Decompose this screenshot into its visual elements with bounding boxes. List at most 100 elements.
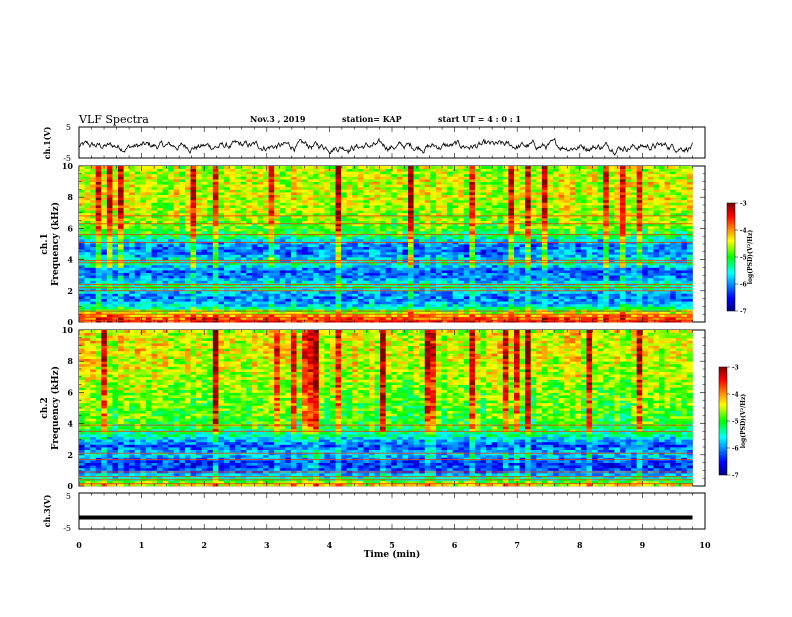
spectrogram-cell	[224, 171, 230, 174]
spectrogram-cell	[475, 249, 481, 252]
spectrogram-cell	[397, 171, 403, 174]
spectrogram-cell	[375, 176, 381, 179]
spectrogram-cell	[85, 252, 91, 255]
spectrogram-cell	[241, 189, 247, 192]
spectrogram-cell	[525, 293, 531, 296]
spectrogram-cell	[458, 179, 464, 182]
spectrogram-cell	[85, 171, 91, 174]
spectrogram-cell	[252, 179, 258, 182]
spectrogram-cell	[269, 176, 275, 179]
spectrogram-cell	[252, 189, 258, 192]
spectrogram-cell	[135, 270, 141, 273]
spectrogram-cell	[163, 299, 169, 302]
spectrogram-cell	[252, 257, 258, 260]
spectrogram-cell	[285, 171, 291, 174]
spectrogram-cell	[224, 231, 230, 234]
spectrogram-cell	[246, 221, 252, 224]
spectrogram-cell	[235, 228, 241, 231]
spectrogram-cell	[520, 296, 526, 299]
spectrogram-cell	[168, 270, 174, 273]
spectrogram-cell	[157, 192, 163, 195]
spectrogram-cell	[179, 166, 185, 169]
spectrogram-cell	[263, 179, 269, 182]
spectrogram-cell	[179, 265, 185, 268]
spectrogram-cell	[386, 179, 392, 182]
spectrogram-cell	[191, 174, 197, 177]
spectrogram-cell	[520, 166, 526, 169]
spectrogram-cell	[425, 239, 431, 242]
spectrogram-cell	[118, 228, 124, 231]
spectrogram-cell	[319, 278, 325, 281]
spectrogram-cell	[363, 244, 369, 247]
spectrogram-cell	[235, 304, 241, 307]
spectrogram-cell	[291, 174, 297, 177]
spectrogram-cell	[230, 169, 236, 172]
spectrogram-cell	[90, 299, 96, 302]
spectrogram-cell	[352, 306, 358, 309]
spectrogram-cell	[391, 301, 397, 304]
spectrogram-cell	[436, 306, 442, 309]
spectrogram-cell	[458, 226, 464, 229]
spectrogram-cell	[124, 221, 130, 224]
spectrogram-cell	[218, 221, 224, 224]
spectrogram-cell	[497, 192, 503, 195]
spectrogram-cell	[319, 249, 325, 252]
spectrogram-cell	[185, 257, 191, 260]
spectrogram-cell	[319, 296, 325, 299]
spectrogram-cell	[514, 244, 520, 247]
spectrogram-cell	[140, 273, 146, 276]
spectrogram-cell	[469, 169, 475, 172]
spectrogram-cell	[458, 169, 464, 172]
spectrogram-cell	[514, 202, 520, 205]
spectrogram-cell	[291, 202, 297, 205]
spectrogram-cell	[464, 304, 470, 307]
spectrogram-cell	[152, 202, 158, 205]
spectrogram-cell	[163, 171, 169, 174]
spectrogram-cell	[347, 208, 353, 211]
spectrogram-cell	[297, 171, 303, 174]
spectrogram-cell	[419, 280, 425, 283]
spectrogram-cell	[230, 176, 236, 179]
spectrogram-cell	[458, 267, 464, 270]
spectrogram-cell	[140, 296, 146, 299]
spectrogram-cell	[358, 247, 364, 250]
spectrogram-cell	[168, 252, 174, 255]
spectrogram-cell	[297, 226, 303, 229]
spectrogram-cell	[475, 184, 481, 187]
spectrogram-cell	[352, 267, 358, 270]
spectrogram-cell	[486, 166, 492, 169]
spectrogram-cell	[408, 254, 414, 257]
spectrogram-cell	[442, 179, 448, 182]
spectrogram-cell	[469, 208, 475, 211]
spectrogram-cell	[274, 301, 280, 304]
spectrogram-cell	[118, 205, 124, 208]
spectrogram-cell	[146, 301, 152, 304]
spectrogram-cell	[352, 218, 358, 221]
spectrogram-cell	[402, 195, 408, 198]
spectrogram-cell	[140, 197, 146, 200]
spectrogram-cell	[469, 239, 475, 242]
spectrogram-cell	[146, 280, 152, 283]
spectrogram-cell	[101, 221, 107, 224]
spectrogram-cell	[481, 304, 487, 307]
spectrogram-cell	[185, 249, 191, 252]
spectrogram-cell	[174, 200, 180, 203]
spectrogram-cell	[101, 200, 107, 203]
spectrogram-cell	[408, 306, 414, 309]
spectrogram-cell	[235, 202, 241, 205]
spectrogram-cell	[419, 265, 425, 268]
spectrogram-cell	[235, 280, 241, 283]
spectrogram-cell	[402, 252, 408, 255]
spectrogram-cell	[235, 254, 241, 257]
spectrogram-cell	[497, 265, 503, 268]
spectrogram-cell	[107, 195, 113, 198]
spectrogram-cell	[514, 304, 520, 307]
spectrogram-cell	[302, 254, 308, 257]
spectrogram-cell	[492, 236, 498, 239]
spectrogram-cell	[107, 304, 113, 307]
spectrogram-cell	[520, 189, 526, 192]
spectrogram-cell	[207, 184, 213, 187]
spectrogram-cell	[419, 218, 425, 221]
spectrogram-cell	[146, 176, 152, 179]
spectrogram-cell	[179, 176, 185, 179]
